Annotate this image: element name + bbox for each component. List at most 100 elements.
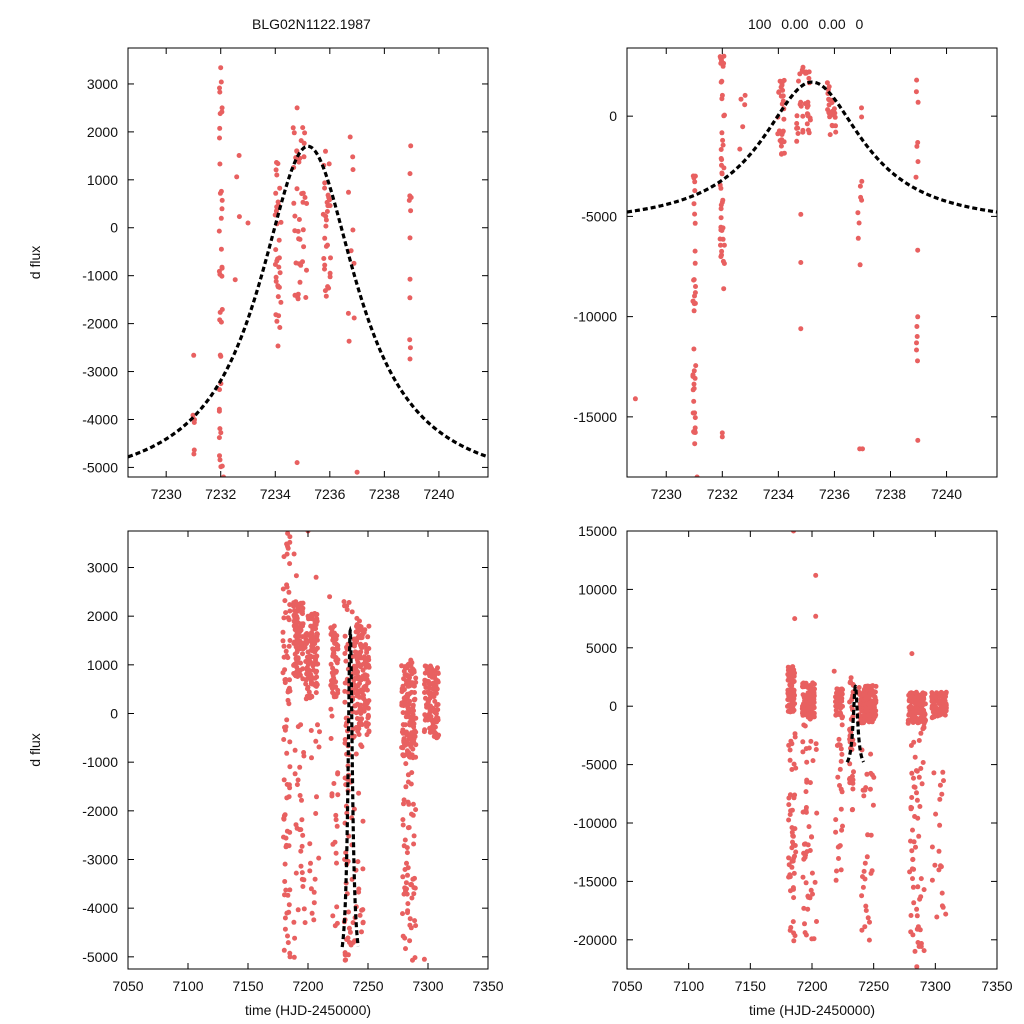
data-point: [803, 807, 809, 813]
data-point: [426, 681, 432, 687]
data-point: [719, 170, 725, 176]
data-point: [320, 211, 326, 217]
data-point: [403, 880, 409, 886]
data-point: [916, 944, 922, 949]
data-point: [433, 707, 438, 713]
data-point: [692, 220, 698, 226]
data-point: [918, 766, 924, 771]
data-point: [303, 681, 309, 687]
data-point: [364, 646, 370, 652]
data-point: [910, 856, 916, 862]
data-point: [322, 180, 328, 186]
data-point: [347, 134, 353, 140]
data-point: [422, 690, 427, 695]
data-point: [333, 641, 339, 647]
data-point: [859, 197, 865, 203]
data-point: [836, 843, 842, 849]
data-point: [297, 793, 303, 798]
data-point: [804, 777, 810, 783]
data-point: [217, 85, 222, 91]
data-point: [273, 274, 279, 280]
data-point: [737, 146, 743, 152]
data-point: [916, 833, 922, 839]
data-point: [346, 909, 351, 915]
data-point: [915, 99, 921, 105]
data-point: [807, 716, 813, 722]
y-tick-label: -5000: [581, 208, 617, 224]
data-point: [800, 874, 806, 880]
data-point: [721, 286, 727, 292]
data-point: [792, 826, 798, 832]
data-point: [360, 919, 366, 925]
data-point: [308, 860, 313, 866]
data-point: [914, 143, 920, 149]
data-point: [692, 188, 698, 194]
data-point: [863, 685, 869, 691]
data-point: [403, 888, 408, 894]
data-point: [827, 132, 833, 138]
data-point: [400, 933, 406, 939]
data-point: [851, 769, 856, 775]
data-point: [401, 843, 407, 849]
data-point: [327, 594, 333, 600]
data-point: [692, 211, 698, 217]
y-tick-label: -15000: [573, 409, 617, 425]
data-point: [915, 140, 921, 145]
data-point: [790, 885, 796, 891]
data-point: [786, 855, 792, 861]
data-point: [218, 353, 224, 359]
data-point: [366, 679, 372, 685]
data-point: [328, 255, 333, 261]
x-tick-label: 7238: [369, 486, 400, 502]
data-point: [402, 837, 408, 843]
data-point: [405, 872, 410, 878]
data-point: [216, 228, 222, 234]
data-point: [298, 827, 304, 833]
data-point: [294, 105, 300, 111]
data-point: [401, 736, 407, 742]
data-point: [286, 701, 292, 707]
data-point: [692, 179, 698, 185]
data-point: [910, 876, 915, 882]
data-point: [219, 463, 225, 469]
model-curve: [128, 144, 488, 459]
data-point: [914, 913, 920, 919]
data-point: [412, 918, 418, 924]
data-point: [919, 706, 925, 712]
data-point: [298, 604, 304, 610]
data-point: [325, 203, 331, 209]
data-point: [284, 795, 290, 801]
data-point: [297, 764, 303, 770]
data-point: [275, 199, 281, 205]
data-point: [798, 326, 804, 332]
data-point: [690, 410, 696, 416]
data-point: [792, 616, 798, 622]
y-tick-label: -10000: [573, 815, 617, 831]
data-point: [282, 667, 288, 673]
data-point: [721, 60, 727, 66]
data-point: [299, 191, 305, 197]
data-point: [863, 903, 869, 909]
data-point: [632, 396, 638, 402]
data-point: [298, 627, 304, 633]
data-point: [356, 732, 362, 737]
data-point: [405, 825, 411, 831]
y-tick-label: -4000: [82, 411, 118, 427]
data-point: [298, 660, 303, 666]
data-point: [824, 80, 830, 86]
data-point: [309, 635, 315, 641]
data-point: [303, 677, 309, 683]
data-point: [806, 824, 812, 830]
data-point: [364, 732, 370, 738]
data-point: [283, 835, 289, 841]
data-point: [838, 711, 844, 717]
data-point: [302, 195, 308, 200]
x-tick-label: 7100: [172, 978, 203, 994]
data-points: [280, 531, 442, 963]
data-point: [913, 89, 919, 95]
data-point: [407, 938, 413, 944]
data-point: [407, 276, 413, 282]
data-point: [423, 678, 429, 684]
data-point: [354, 716, 360, 721]
data-point: [855, 235, 861, 241]
